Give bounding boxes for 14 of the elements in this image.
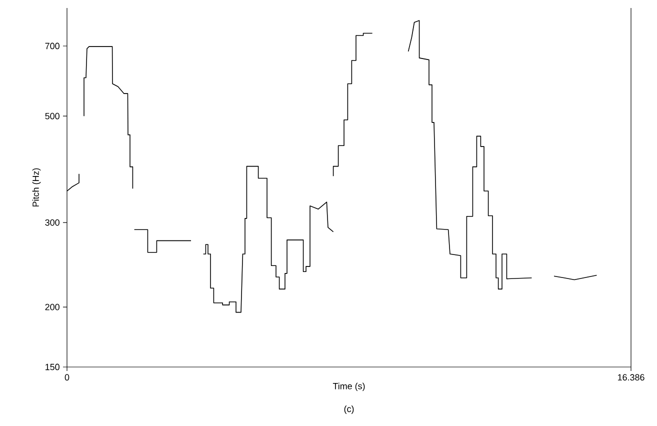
y-tick-label: 200: [45, 304, 60, 310]
line-series: [332, 32, 373, 176]
x-tick-label: 0: [64, 374, 70, 381]
y-tick-label: 700: [45, 42, 60, 50]
line-series: [408, 20, 532, 290]
text: (c): [344, 406, 354, 414]
x-tick-label: 16.386: [618, 374, 644, 381]
y-tick-label: 500: [45, 112, 60, 120]
y-axis-title: Pitch (Hz): [32, 168, 41, 206]
y-tick-label: 300: [45, 219, 60, 226]
x-axis-title: Time (s): [332, 382, 365, 392]
y-tick-label: 150: [46, 364, 60, 370]
line-series: [84, 46, 134, 190]
line-series: [202, 166, 334, 313]
